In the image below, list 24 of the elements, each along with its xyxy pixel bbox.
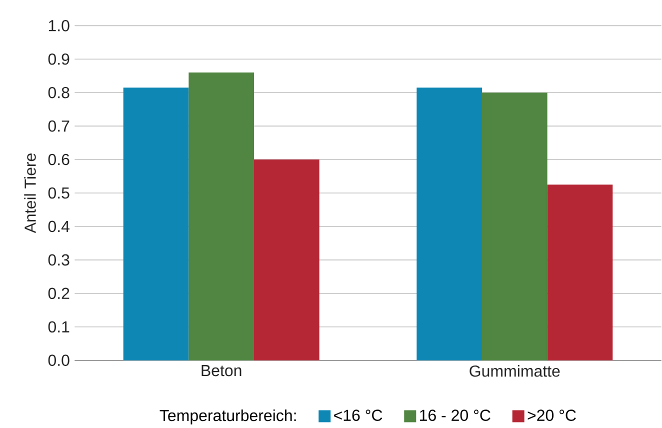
x-tick-label: Beton [202, 364, 242, 376]
legend-label: <16 °C [334, 409, 382, 421]
x-tick-label: Gummimatte [470, 364, 560, 377]
y-tick-label: 0.7 [48, 120, 70, 132]
y-tick-label: 0.6 [48, 154, 70, 166]
legend-label: 16 - 20 °C [420, 409, 490, 421]
y-axis-title: Anteil Tiere [24, 153, 36, 233]
y-tick-label: 0.9 [48, 53, 70, 65]
y-tick-label: 1.0 [48, 20, 70, 32]
y-tick-label: 0.5 [48, 187, 70, 198]
y-tick-label: 0.3 [48, 254, 70, 266]
bar [188, 72, 254, 360]
bar [416, 87, 482, 360]
y-tick-label: 0.8 [48, 86, 70, 98]
bar [547, 184, 613, 360]
y-tick-label: 0.2 [48, 288, 70, 299]
bar [254, 159, 320, 360]
bar [482, 92, 548, 360]
legend-label: >20 °C [528, 409, 576, 421]
legend-title: Temperaturbereich: [160, 409, 296, 424]
y-tick-label: 0.1 [48, 321, 70, 332]
bar [123, 87, 189, 360]
y-tick-label: 0.4 [48, 220, 70, 232]
y-tick-label: 0.0 [48, 354, 70, 366]
